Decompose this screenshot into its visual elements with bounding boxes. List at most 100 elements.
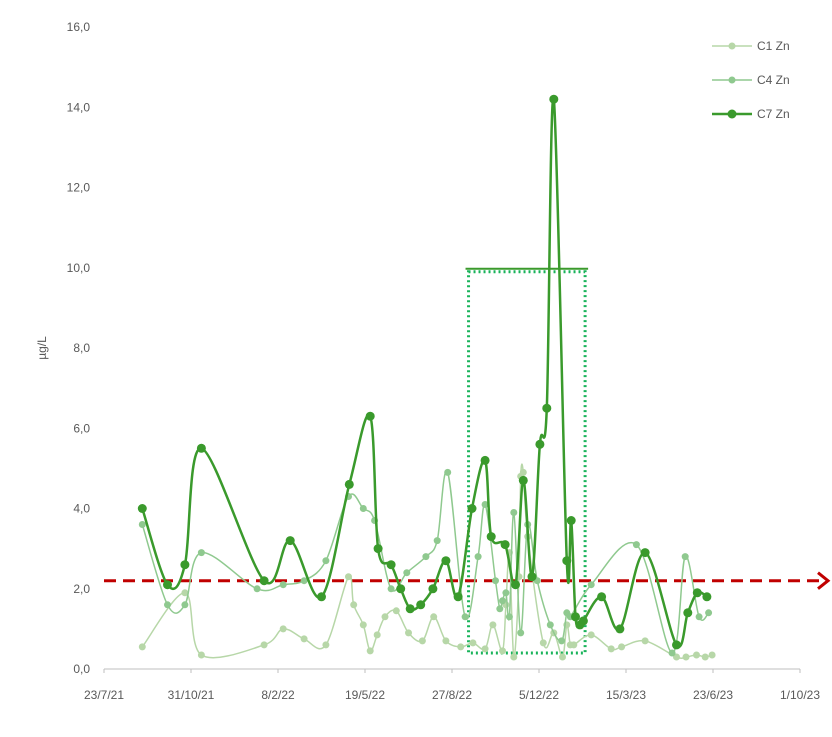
data-point — [279, 625, 287, 633]
y-tick-label: 4,0 — [73, 502, 90, 516]
legend-label: C1 Zn — [757, 39, 790, 53]
data-point — [481, 501, 489, 508]
data-point — [138, 521, 146, 528]
data-point — [365, 411, 375, 421]
data-point — [535, 439, 545, 449]
x-tick-label: 8/2/22 — [261, 688, 295, 702]
data-point — [260, 641, 268, 649]
data-point — [702, 592, 712, 602]
data-point — [542, 403, 552, 413]
highlight-box-outline — [467, 270, 587, 655]
x-tick-labels: 23/7/21 31/10/21 8/2/22 19/5/22 27/8/22 5/12/… — [84, 669, 820, 702]
data-point — [457, 643, 465, 651]
y-tick-label: 12,0 — [67, 181, 91, 195]
data-point — [396, 584, 406, 594]
data-point — [137, 504, 147, 513]
data-point — [682, 653, 690, 661]
data-point — [164, 601, 171, 609]
data-point — [181, 601, 189, 609]
data-point — [366, 647, 374, 655]
y-axis-label: µg/L — [35, 336, 49, 360]
data-point — [492, 577, 499, 585]
data-point — [546, 621, 554, 629]
data-point — [511, 580, 520, 590]
data-point — [469, 639, 477, 647]
data-point — [387, 585, 395, 593]
data-point — [681, 553, 689, 561]
data-point — [672, 640, 681, 650]
data-point — [486, 532, 496, 542]
data-point — [505, 613, 513, 621]
data-point — [695, 613, 703, 621]
data-point — [500, 540, 510, 550]
data-point — [640, 548, 650, 558]
data-point — [578, 616, 588, 626]
data-point — [163, 580, 172, 590]
data-point — [510, 509, 518, 516]
data-point — [442, 637, 450, 645]
series-c7-zn — [137, 94, 712, 650]
data-point — [344, 479, 354, 489]
highlight-box — [465, 267, 589, 655]
x-tick-label: 23/7/21 — [84, 688, 124, 702]
threshold-line — [104, 571, 831, 590]
y-tick-label: 14,0 — [67, 100, 91, 114]
data-point — [197, 549, 205, 557]
data-point — [253, 585, 261, 593]
data-point — [693, 651, 700, 659]
data-point — [416, 600, 426, 610]
y-tick-labels: 0,0 2,0 4,0 6,0 8,0 10,0 12,0 14,0 16,0 — [67, 20, 91, 676]
data-point — [587, 631, 595, 639]
data-point — [566, 516, 576, 525]
data-point — [453, 592, 463, 602]
data-point — [317, 592, 326, 602]
series-line — [141, 96, 708, 649]
data-point — [559, 653, 566, 661]
y-tick-label: 0,0 — [73, 662, 90, 676]
x-tick-label: 27/8/22 — [432, 688, 472, 702]
data-point — [392, 607, 400, 615]
data-point — [259, 576, 269, 586]
x-tick-label: 23/6/23 — [693, 688, 733, 702]
data-point — [345, 573, 352, 581]
data-point — [441, 556, 451, 566]
data-point — [571, 612, 580, 622]
data-point — [539, 639, 547, 647]
data-point — [300, 577, 308, 585]
data-point — [549, 94, 559, 104]
data-point — [499, 597, 506, 605]
data-point — [359, 621, 367, 629]
x-tick-label: 19/5/22 — [345, 688, 385, 702]
data-point — [467, 504, 477, 513]
data-point — [668, 649, 676, 657]
data-point — [373, 631, 381, 639]
series-group — [137, 94, 716, 661]
data-point — [461, 613, 469, 621]
data-point — [474, 553, 482, 561]
data-point — [570, 641, 578, 649]
data-point — [597, 592, 607, 602]
data-point — [618, 643, 626, 651]
data-point — [433, 537, 441, 545]
data-point — [405, 629, 412, 637]
data-point — [285, 536, 295, 546]
data-point — [386, 560, 396, 570]
data-point — [517, 629, 525, 637]
data-point — [373, 544, 383, 554]
data-point — [359, 505, 367, 512]
threshold-arrow — [817, 571, 831, 590]
data-point — [518, 475, 528, 485]
data-point — [683, 608, 693, 618]
data-point — [527, 572, 537, 582]
y-tick-label: 2,0 — [73, 582, 90, 596]
data-point — [430, 613, 438, 621]
data-point — [322, 557, 330, 565]
x-tick-label: 31/10/21 — [168, 688, 215, 702]
legend-swatch-marker — [728, 76, 736, 84]
y-tick-label: 16,0 — [67, 20, 91, 34]
y-tick-label: 10,0 — [67, 261, 91, 275]
series-c4-zn — [138, 468, 713, 657]
data-point — [502, 589, 510, 597]
y-tick-label: 6,0 — [73, 421, 90, 435]
